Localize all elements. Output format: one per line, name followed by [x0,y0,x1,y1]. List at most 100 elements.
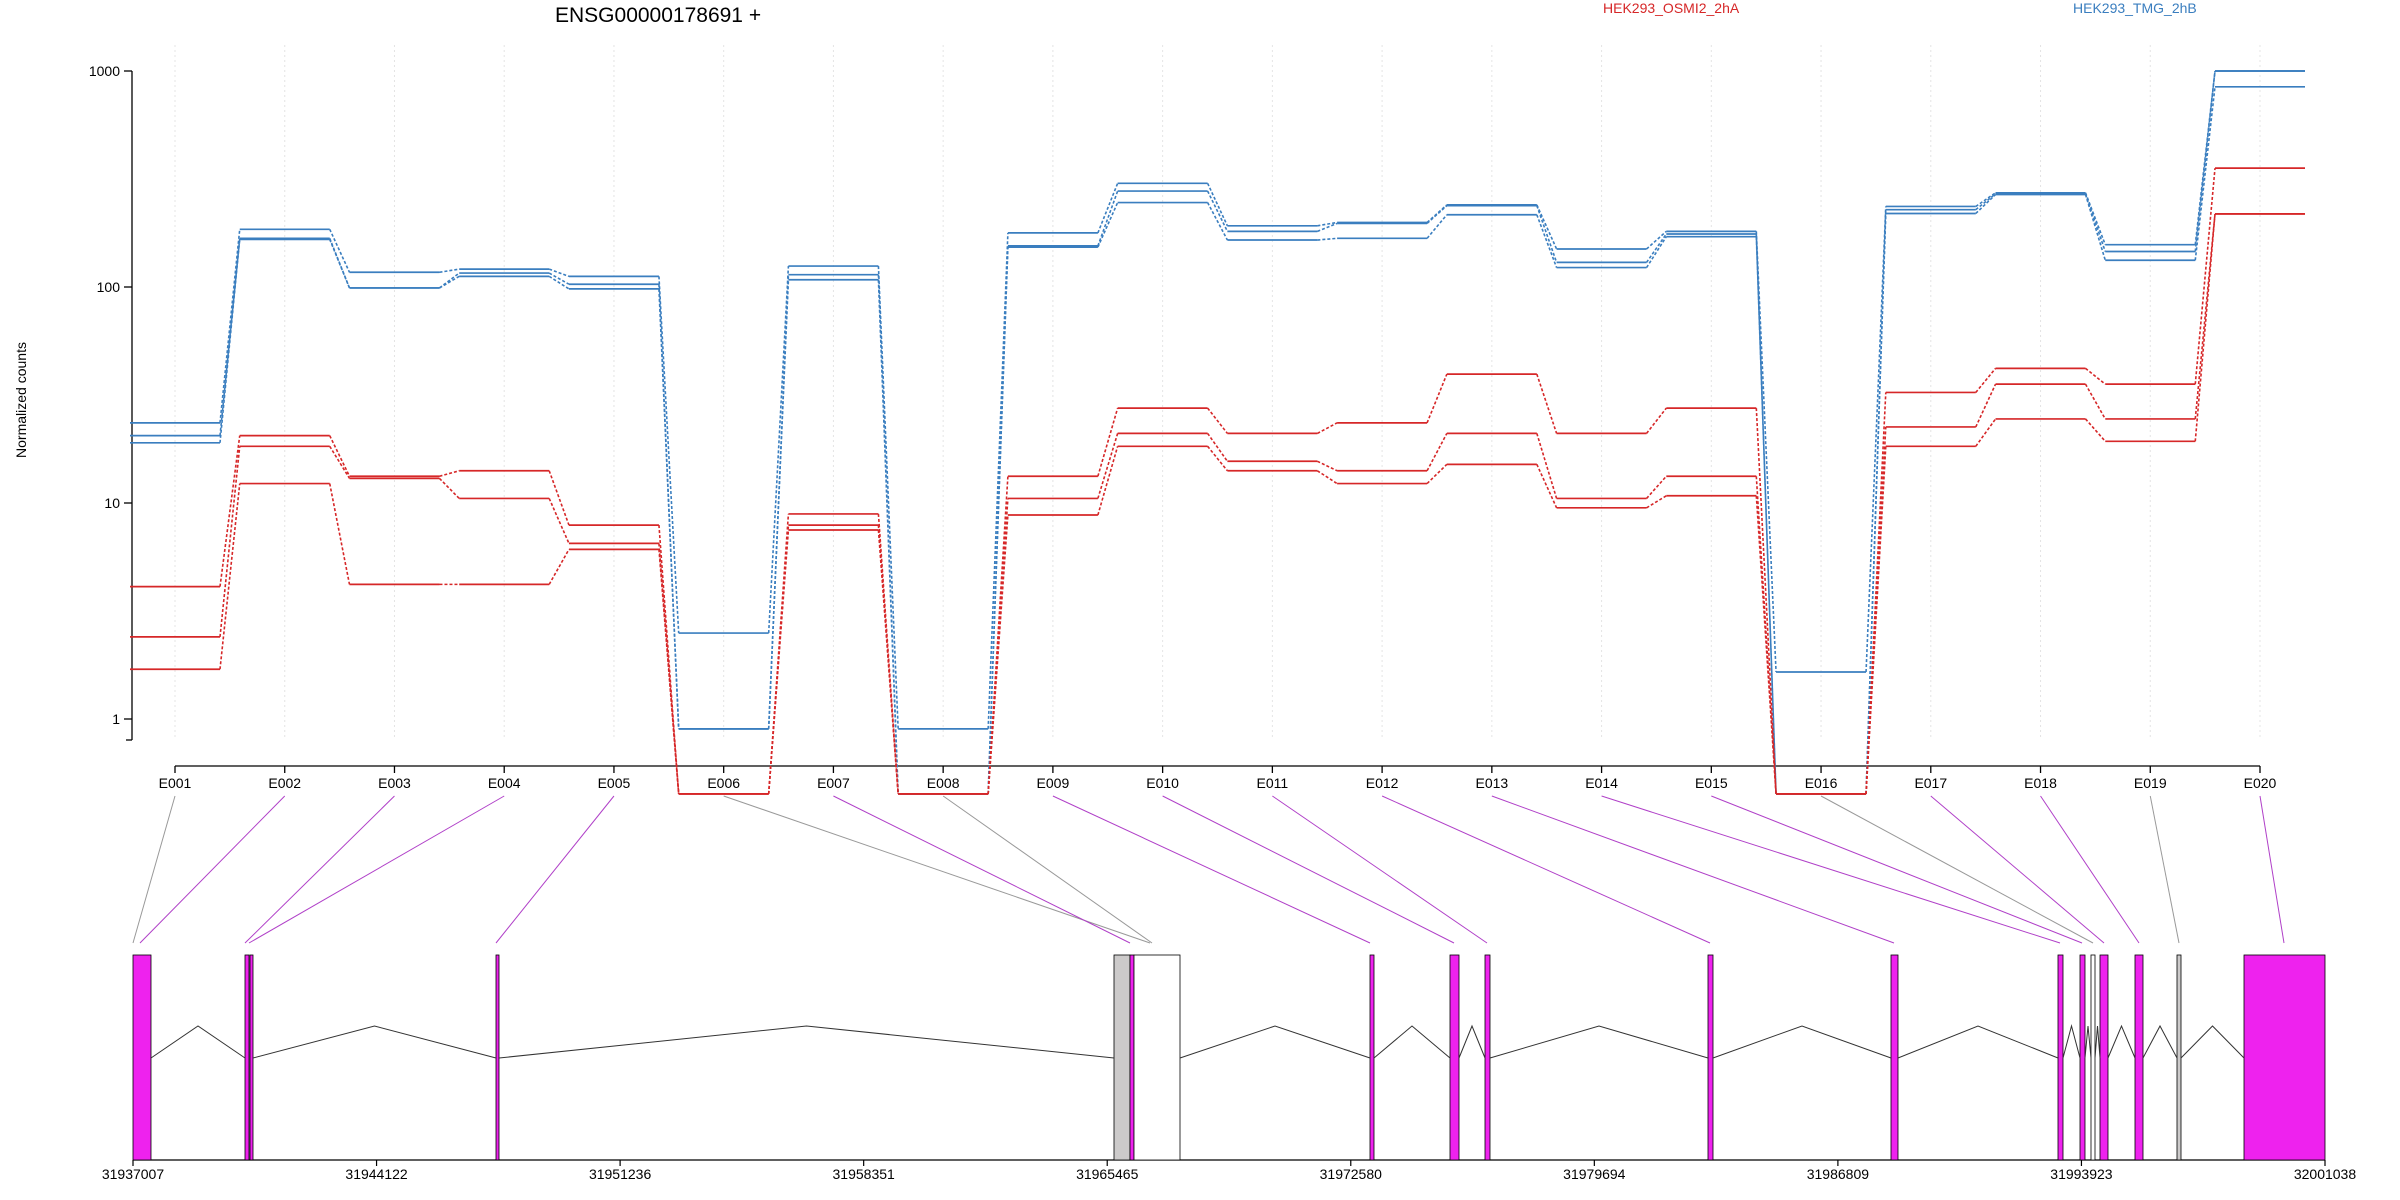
series-3-connector-4 [548,275,570,290]
series-4-connector-9 [1097,407,1119,477]
series-2-connector-9 [1097,190,1119,247]
genomic-tick-label-31979694: 31979694 [1563,1166,1626,1182]
series-1-connector-14 [1646,230,1667,250]
series-3-connector-14 [1645,236,1667,269]
series-1-connector-1 [219,229,241,423]
intron-10 [2062,1024,2081,1059]
x-tick-label-e001: E001 [159,775,192,791]
series-3-connector-1 [219,239,241,443]
series-4-connector-19 [2194,168,2216,385]
exon-box-10 [1484,954,1491,1161]
connector-e006 [723,795,1151,944]
series-3-connector-15 [1755,236,1777,794]
series-6-connector-7 [877,529,899,794]
exon-box-18 [2176,954,2182,1161]
count-series [130,70,2305,795]
series-6-connector-11 [1316,470,1338,485]
series-1-connector-12 [1426,204,1448,224]
connector-e010 [1162,795,1455,944]
series-4-connector-8 [987,476,1009,794]
series-3 [130,85,2305,795]
series-1-connector-5 [658,276,680,634]
series-6-connector-14 [1646,495,1667,509]
series-4-connector-4 [548,470,570,526]
intron-3 [498,1025,1115,1059]
series-2-connector-4 [548,272,570,285]
series-3-connector-11 [1317,237,1338,241]
x-tick-label-e004: E004 [488,775,521,791]
series-4-connector-10 [1207,407,1228,434]
series-1-connector-17 [1975,192,1996,208]
connector-e001 [132,795,176,944]
connector-e016 [1820,795,2094,944]
connector-e002 [139,795,286,944]
series-1-connector-3 [439,268,460,274]
series-3-connector-3 [439,275,460,289]
intron-4 [1179,1025,1371,1059]
series-5-connector-19 [2194,213,2216,420]
intron-6 [1458,1024,1486,1059]
series-5-connector-18 [2084,383,2106,420]
series-6-connector-6 [767,529,790,794]
vertical-gridlines [174,45,2261,740]
exon-box-2 [244,954,250,1161]
connector-e019 [2149,795,2180,944]
series-5 [130,213,2305,795]
series-3-connector-12 [1426,214,1448,239]
connector-e015 [1711,795,2083,944]
series-4-connector-12 [1426,373,1448,424]
genomic-tick-label-31986809: 31986809 [1807,1166,1870,1182]
y-tick-label-10: 10 [104,495,120,511]
series-4-connector-17 [1975,367,1997,393]
series-5-connector-4 [548,498,570,544]
series-6 [130,213,2305,795]
genomic-tick-label-31944122: 31944122 [345,1166,408,1182]
series-1-connector-8 [987,232,1009,729]
y-axis: 1000 100 10 1 [89,63,133,741]
intron-14 [2142,1024,2178,1059]
x-tick-label-e010: E010 [1146,775,1179,791]
series-1-connector-15 [1755,231,1777,673]
series-2 [130,70,2305,795]
y-tick-label-100: 100 [97,279,121,295]
exon-box-8 [1369,954,1375,1161]
series-5-connector-12 [1426,433,1448,472]
series-5-connector-1 [219,446,241,637]
exon-box-4 [495,954,500,1161]
exon-box-11 [1707,954,1714,1161]
x-tick-label-e007: E007 [817,775,850,791]
connector-e014 [1601,795,2061,944]
gene-model: 31937007 31944122 31951236 31958351 31965465… [102,954,2356,1182]
x-tick-label-e020: E020 [2244,775,2277,791]
series-6-connector-1 [219,483,241,670]
x-tick-label-e017: E017 [1914,775,1947,791]
series-2-connector-18 [2084,193,2107,252]
series-1-connector-11 [1317,221,1338,227]
exon-connectors [132,795,2285,944]
series-6-connector-4 [548,548,570,585]
connector-e013 [1491,795,1895,944]
exon-box-15 [2090,954,2096,1161]
legend-entry-tmg: HEK293_TMG_2hB [2073,0,2197,16]
series-6-connector-17 [1975,418,1997,447]
intron-12 [2094,1025,2101,1059]
connector-e009 [1052,795,1371,944]
series-5-connector-8 [987,498,1009,794]
series-6-connector-9 [1097,446,1119,516]
x-tick-label-e014: E014 [1585,775,1618,791]
series-6-connector-2 [328,483,351,585]
series-5-connector-13 [1536,433,1558,499]
connector-e004 [248,795,505,944]
series-1-connector-10 [1206,182,1229,227]
series-2-connector-12 [1426,205,1448,224]
exon-box-5 [1113,954,1131,1161]
series-5-connector-9 [1097,433,1119,499]
exon-box-3 [249,954,254,1161]
series-4-connector-18 [2085,367,2106,385]
series-3-connector-8 [987,247,1009,794]
series-2-connector-3 [438,272,460,289]
series-5-connector-11 [1317,460,1338,472]
series-5-connector-2 [329,445,351,479]
series-1-connector-7 [877,266,899,729]
series-4-connector-13 [1536,373,1558,434]
